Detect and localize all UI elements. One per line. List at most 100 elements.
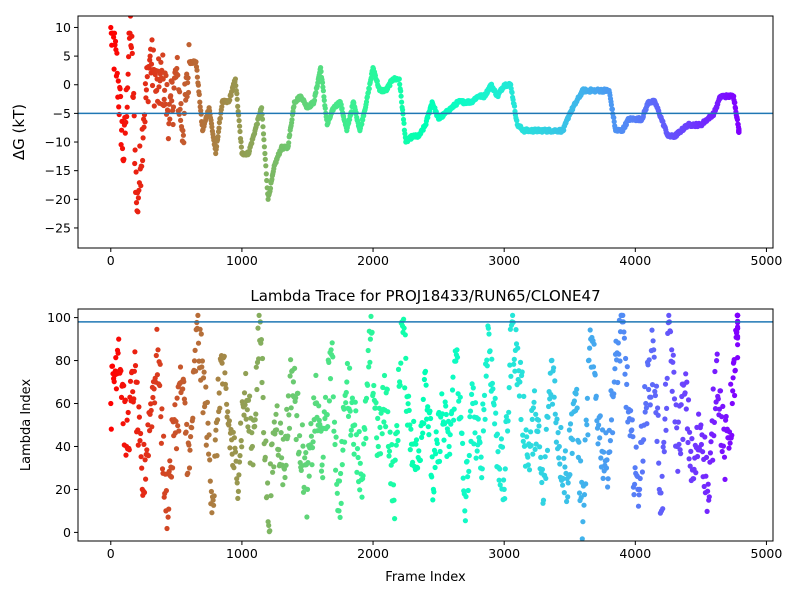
delta-g-point <box>262 156 268 162</box>
delta-g-y-tick-label: −10 <box>45 135 71 150</box>
lambda-trace-point <box>406 393 412 399</box>
lambda-trace-point <box>442 399 448 405</box>
lambda-trace-point <box>432 464 438 471</box>
lambda-trace-point <box>632 465 638 471</box>
lambda-trace-point <box>710 386 716 392</box>
lambda-trace-point <box>356 429 362 435</box>
delta-g-point <box>135 209 141 215</box>
lambda-trace-point <box>507 362 513 368</box>
lambda-trace-point <box>320 475 326 481</box>
delta-g-point <box>260 131 267 137</box>
lambda-trace-point <box>154 326 160 332</box>
lambda-trace-point <box>145 453 151 459</box>
lambda-trace-point <box>666 312 672 318</box>
lambda-trace-point <box>712 406 719 412</box>
lambda-trace-point <box>203 384 209 390</box>
lambda-trace-point <box>515 345 521 351</box>
delta-g-point <box>149 37 155 43</box>
lambda-trace-point <box>624 381 630 387</box>
lambda-trace-point <box>347 365 353 371</box>
lambda-trace-point <box>282 474 288 481</box>
delta-g-point <box>142 119 148 125</box>
lambda-trace-point <box>570 437 576 443</box>
delta-g-point <box>174 65 180 72</box>
lambda-trace-point <box>113 386 119 392</box>
lambda-trace-point <box>419 434 425 440</box>
lambda-trace-point <box>610 430 616 436</box>
lambda-trace-point <box>582 437 588 443</box>
lambda-trace-point <box>659 473 665 479</box>
lambda-trace-point <box>340 447 346 453</box>
lambda-trace-point <box>551 394 557 400</box>
lambda-trace-point <box>170 465 176 471</box>
delta-g-point <box>140 135 146 141</box>
lambda-trace-point <box>676 441 682 447</box>
lambda-trace-point <box>421 420 427 427</box>
lambda-trace-point <box>150 394 156 401</box>
delta-g-point <box>291 104 297 110</box>
lambda-trace-point <box>460 440 466 446</box>
lambda-trace-point <box>324 412 330 418</box>
lambda-trace-point <box>655 405 661 411</box>
lambda-trace-point <box>636 492 642 498</box>
lambda-trace-point <box>377 451 384 457</box>
delta-g-point <box>731 93 737 99</box>
lambda-trace-point <box>372 405 379 411</box>
delta-g-point <box>287 132 293 138</box>
delta-g-point <box>144 74 150 80</box>
lambda-trace-point <box>680 436 686 442</box>
delta-g-point <box>233 83 239 89</box>
lambda-trace-point <box>138 430 144 437</box>
lambda-trace-point <box>442 421 448 427</box>
delta-g-point <box>254 121 260 127</box>
lambda-trace-point <box>639 469 646 475</box>
lambda-trace-point <box>593 393 599 399</box>
lambda-trace-point <box>125 409 131 416</box>
lambda-trace-point <box>653 383 660 389</box>
lambda-trace-point <box>735 312 741 318</box>
lambda-trace-point <box>245 424 251 430</box>
lambda-trace-point <box>318 468 325 474</box>
lambda-trace-point <box>264 494 270 500</box>
lambda-trace-point <box>459 430 465 436</box>
lambda-trace-point <box>704 508 710 514</box>
lambda-trace-point <box>689 436 695 442</box>
lambda-trace-y-tick-label: 100 <box>47 310 71 325</box>
lambda-trace-point <box>683 371 689 377</box>
lambda-trace-point <box>469 391 475 397</box>
lambda-trace-point <box>343 389 349 396</box>
lambda-trace-x-axis-label: Frame Index <box>385 570 466 585</box>
lambda-trace-point <box>449 387 456 393</box>
lambda-trace-point <box>463 494 469 500</box>
lambda-trace-point <box>153 352 159 359</box>
delta-g-point <box>116 104 122 110</box>
lambda-trace-point <box>512 368 518 374</box>
lambda-trace-point <box>386 448 393 454</box>
delta-g-point <box>289 117 295 123</box>
delta-g-point <box>175 72 181 78</box>
lambda-trace-point <box>351 441 357 447</box>
lambda-trace-point <box>642 384 648 390</box>
delta-g-point <box>129 33 135 39</box>
lambda-trace-point <box>241 390 248 396</box>
lambda-trace-point <box>524 434 530 440</box>
lambda-trace-point <box>519 369 525 375</box>
lambda-trace-point <box>274 427 280 433</box>
lambda-trace-point <box>173 446 180 452</box>
lambda-trace-x-tick-label: 0 <box>107 546 115 561</box>
lambda-trace-axes-frame <box>77 308 774 542</box>
delta-g-point <box>131 113 137 119</box>
lambda-trace-point <box>646 386 652 393</box>
lambda-trace-point <box>535 417 542 423</box>
delta-g-point <box>111 34 117 40</box>
lambda-trace-point <box>136 404 142 410</box>
delta-g-point <box>398 88 404 94</box>
delta-g-point <box>178 101 184 107</box>
lambda-trace-point <box>122 397 128 403</box>
lambda-trace-point <box>542 454 548 460</box>
lambda-trace-point <box>652 392 659 399</box>
lambda-trace-point <box>255 325 261 331</box>
lambda-trace-point <box>392 516 398 522</box>
lambda-trace-point <box>617 358 623 364</box>
